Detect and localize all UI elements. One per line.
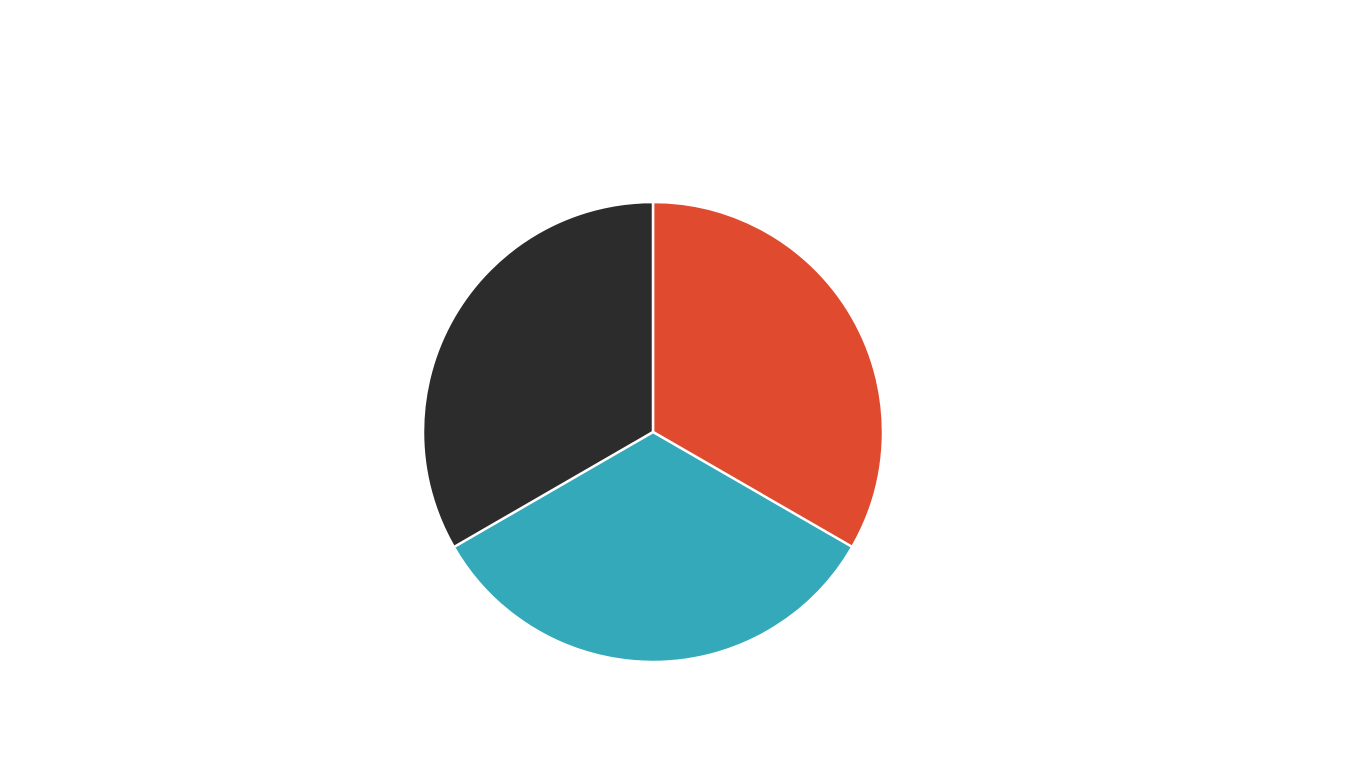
pie-slice-2 <box>452 430 854 664</box>
pie-slice-1 <box>651 200 885 549</box>
pie-slice-3 <box>421 200 655 549</box>
pie-slices <box>421 200 885 664</box>
